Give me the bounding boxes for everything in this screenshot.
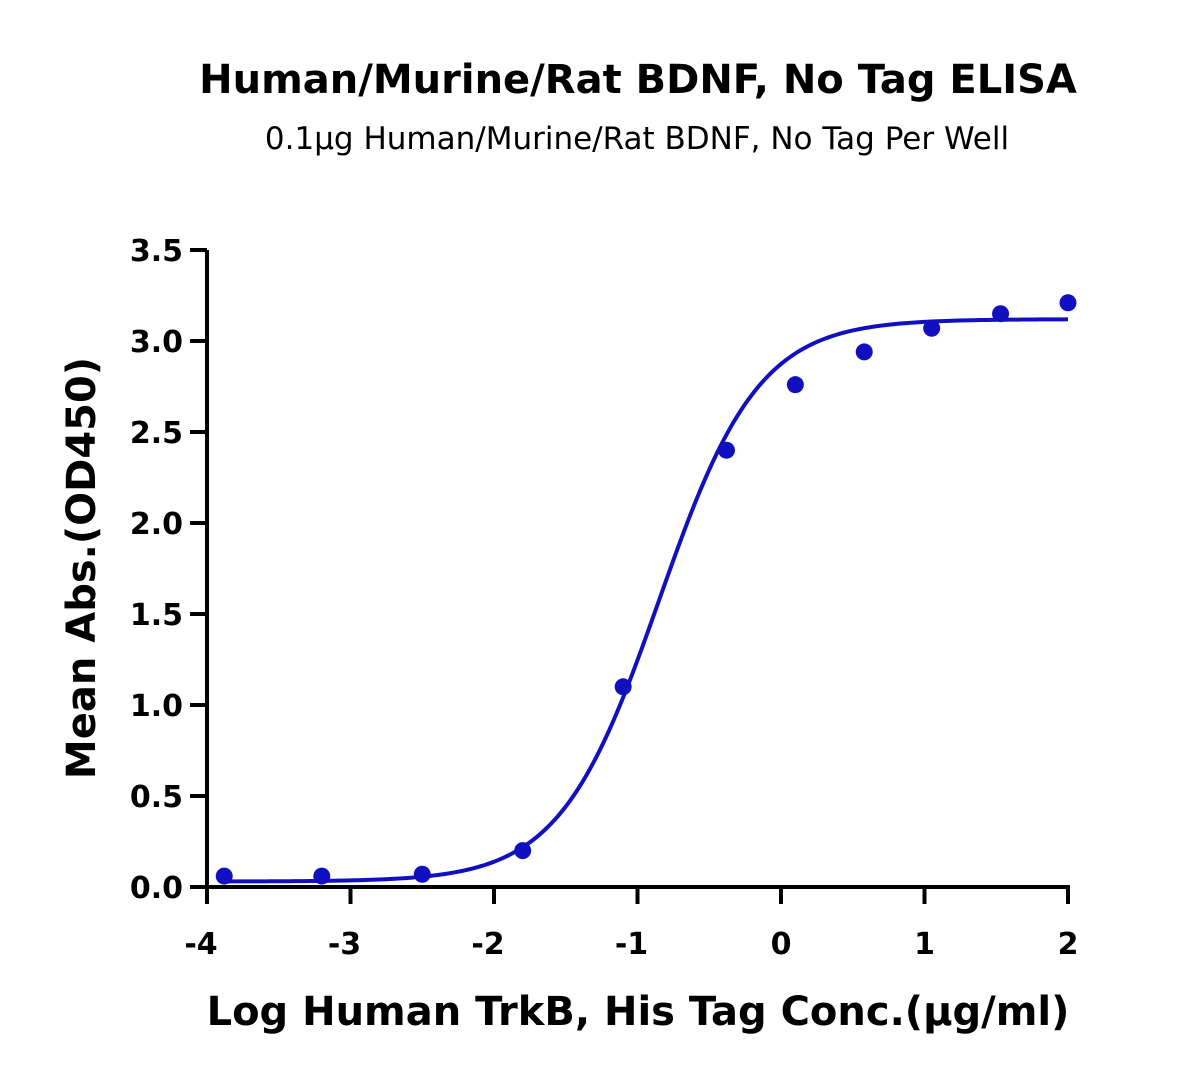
- data-point: [313, 867, 331, 885]
- fit-curve-line: [224, 317, 1069, 884]
- data-point: [786, 376, 804, 394]
- y-axis-label: Mean Abs.(OD450): [59, 357, 105, 779]
- data-point: [992, 305, 1010, 323]
- x-tick-label: -2: [471, 927, 504, 962]
- x-tick-label: -3: [328, 927, 361, 962]
- y-tick-label: 3.5: [130, 234, 183, 269]
- x-tick-label: -1: [615, 927, 648, 962]
- data-point: [514, 842, 532, 860]
- x-axis-label: Log Human TrkB, His Tag Conc.(µg/ml): [207, 989, 1070, 1035]
- x-tick-label: 1: [914, 927, 935, 962]
- x-tick-label: 0: [771, 927, 792, 962]
- y-tick-label: 0.0: [130, 871, 183, 906]
- y-tick-label: 2.5: [130, 416, 183, 451]
- chart-title: Human/Murine/Rat BDNF, No Tag ELISA: [199, 57, 1077, 103]
- y-tick-label: 2.0: [130, 507, 183, 542]
- data-point: [717, 441, 735, 459]
- y-tick-label: 0.5: [130, 780, 183, 815]
- chart-subtitle: 0.1µg Human/Murine/Rat BDNF, No Tag Per …: [265, 121, 1009, 157]
- data-point: [855, 343, 873, 361]
- data-point: [215, 867, 233, 885]
- data-point: [1059, 294, 1077, 312]
- data-point: [614, 678, 632, 696]
- y-tick-label: 1.0: [130, 689, 183, 724]
- x-tick-label: 2: [1058, 927, 1079, 962]
- y-tick-label: 1.5: [130, 598, 183, 633]
- data-point: [923, 319, 941, 337]
- plot-area: 0.0 0.5 1.0 1.5 2.0 2.5 3.0 3.5 -4 -3 -2 -1 0 1 2: [130, 234, 1079, 962]
- y-tick-label: 3.0: [130, 325, 183, 360]
- x-tick-label: -4: [184, 927, 217, 962]
- data-point: [413, 865, 431, 883]
